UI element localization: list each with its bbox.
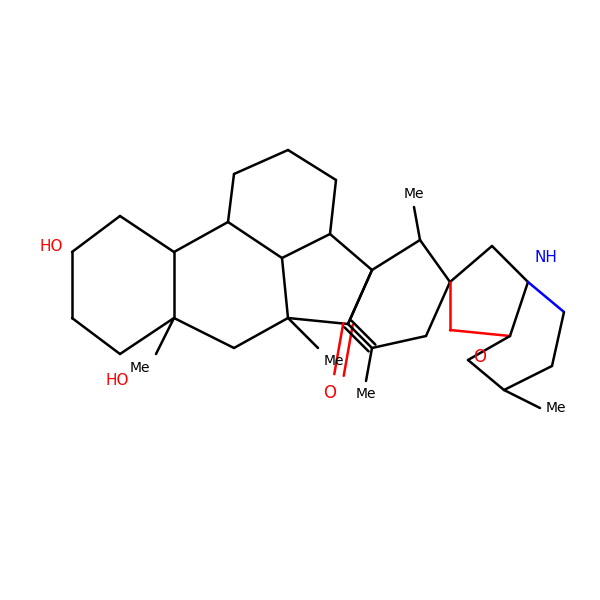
Text: O: O bbox=[323, 384, 337, 402]
Text: Me: Me bbox=[324, 354, 344, 368]
Text: Me: Me bbox=[546, 401, 566, 415]
Text: Me: Me bbox=[356, 387, 376, 401]
Text: HO: HO bbox=[105, 373, 129, 388]
Text: NH: NH bbox=[534, 250, 557, 265]
Text: Me: Me bbox=[130, 361, 150, 375]
Text: HO: HO bbox=[40, 239, 63, 254]
Text: O: O bbox=[473, 348, 487, 366]
Text: Me: Me bbox=[404, 187, 424, 201]
